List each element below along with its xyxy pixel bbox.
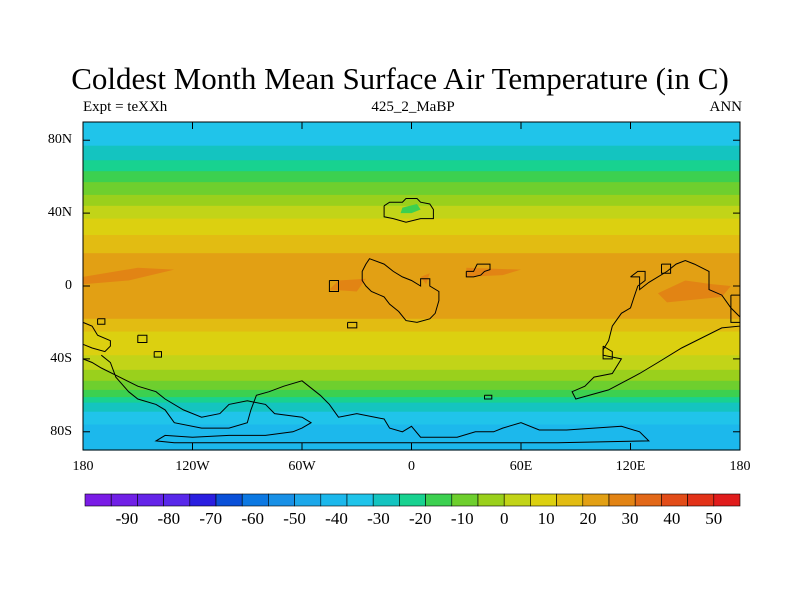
temperature-band-4 [83,182,740,196]
lon-label: 120W [175,459,210,474]
experiment-label: Expt = teXXh [83,99,168,115]
colorbar-swatch-23 [687,493,715,507]
temperature-band-3 [83,171,740,183]
temperature-band-10 [83,318,740,333]
colorbar-swatch-7 [268,493,295,507]
colorbar-label: 40 [663,509,681,528]
colorbar-swatch-4 [189,493,217,507]
temperature-band-17 [83,402,740,413]
temperature-band-14 [83,380,740,391]
temperature-band-7 [83,218,740,236]
hotspot-west-pacific [83,267,175,285]
coastline-small-islet-c [153,351,162,358]
colorbar-swatch-8 [294,493,322,507]
colorbar-swatch-11 [372,493,400,507]
lat-label: 40N [47,205,72,221]
coastlines [82,198,741,444]
coastline-east-landmass [571,259,741,400]
hotspot-arabia [466,267,521,277]
colorbar-swatch-13 [425,493,453,507]
lat-label: 80S [50,423,72,439]
colorbar-swatch-2 [137,493,164,507]
colorbar-swatch-22 [661,493,688,507]
coastline-small-east-island [661,263,672,274]
coastline-arabian-block [465,263,491,278]
colorbar-swatch-6 [241,493,269,507]
lon-label: 60W [288,459,316,474]
colorbar-swatch-17 [530,493,557,507]
colorbar-swatch-1 [110,493,138,507]
colorbar-swatch-20 [608,493,636,507]
coastline-small-islet-e [347,321,358,329]
temperature-band-2 [83,160,740,172]
colorbar-swatch-12 [399,493,426,507]
temperature-band-15 [83,389,740,398]
season-label: ANN [709,99,743,115]
coastline-southern-continent [82,354,650,444]
colorbar-swatch-24 [713,493,741,507]
cold-spot-north-continent [400,204,421,214]
lat-label: 40S [50,350,72,366]
colorbar-label: -70 [199,509,223,528]
colorbar-label: -20 [409,509,432,528]
colorbar [84,493,741,507]
temperature-band-8 [83,234,740,254]
map-title: Coldest Month Mean Surface Air Temperatu… [71,61,729,96]
temperature-band-5 [83,194,740,207]
colorbar-label: 0 [499,509,509,528]
coastline-small-islet-a [97,318,106,325]
temperature-band-18 [83,411,740,426]
colorbar-swatch-15 [477,493,505,507]
temperature-band-11 [83,331,740,356]
colorbar-swatch-16 [503,493,531,507]
coastline-african-block [361,258,440,323]
hotspot-east-asia [657,280,731,303]
colorbar-label: -50 [283,509,306,528]
temperature-band-12 [83,355,740,371]
lat-label: 80N [47,132,72,148]
lon-label: 60E [509,459,533,474]
coastline-north-island [383,198,434,223]
colorbar-swatch-0 [84,493,112,507]
lat-label: 0 [65,278,72,293]
colorbar-label: -90 [115,509,139,528]
temperature-band-9 [83,253,740,320]
colorbar-swatch-14 [451,493,479,507]
colorbar-label: 50 [705,509,723,528]
lon-label: 180 [72,459,94,474]
colorbar-swatch-18 [556,493,584,507]
temperature-field [83,122,740,451]
lon-label: 0 [408,459,415,474]
coastline-southwest-island [82,321,111,353]
coastline-small-islet-b [137,334,148,343]
time-label: 425_2_MaBP [371,99,455,115]
axis-ticks [82,122,741,450]
coastline-east-peninsula [602,345,613,360]
colorbar-swatch-9 [320,493,348,507]
colorbar-swatch-19 [582,493,610,507]
colorbar-label: -80 [157,509,181,528]
colorbar-swatch-21 [634,493,662,507]
colorbar-swatch-3 [163,493,191,507]
colorbar-label: 20 [579,509,597,528]
colorbar-label: 30 [621,509,639,528]
colorbar-label: -30 [367,509,390,528]
temperature-band-16 [83,397,740,404]
lon-label: 180 [729,459,751,474]
colorbar-swatch-10 [346,493,374,507]
temperature-band-1 [83,145,740,161]
colorbar-label: 10 [537,509,555,528]
colorbar-swatch-5 [215,493,243,507]
colorbar-label: -10 [450,509,474,528]
coastline-small-islet-d [328,280,339,292]
colorbar-label: -60 [241,509,264,528]
colorbar-label: -40 [325,509,348,528]
coastline-small-islet-f [484,394,493,400]
lon-label: 120E [615,459,646,474]
temperature-band-13 [83,369,740,382]
